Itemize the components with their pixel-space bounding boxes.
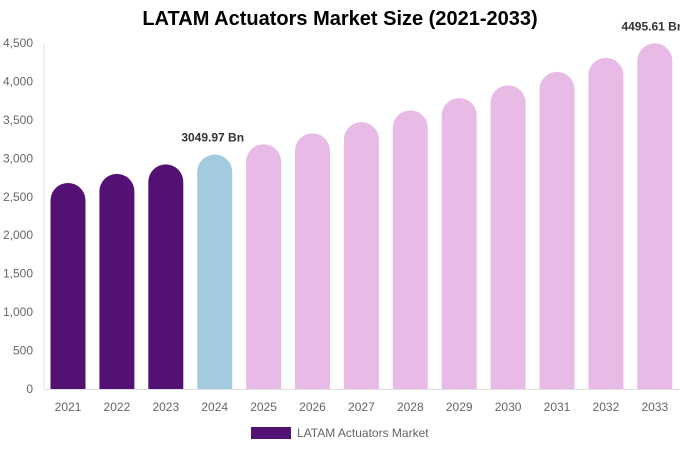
bar-2028: [392, 110, 428, 389]
x-tick-label: 2024: [201, 400, 228, 414]
chart-title: LATAM Actuators Market Size (2021-2033): [142, 8, 538, 30]
x-tick-label: 2026: [299, 400, 326, 414]
x-tick-label: 2032: [593, 400, 620, 414]
bar-2021: [50, 182, 86, 389]
bar-2030: [490, 85, 526, 390]
x-tick-label: 2031: [544, 400, 571, 414]
data-label-2024: 3049.97 Bn: [181, 130, 244, 144]
bar-2022: [99, 173, 135, 389]
bar-2026: [295, 133, 330, 389]
y-tick-label: 2,000: [3, 228, 33, 242]
y-tick-label: 3,500: [3, 113, 33, 127]
y-tick-label: 1,000: [3, 305, 33, 319]
y-tick-label: 3,000: [3, 151, 33, 165]
bar-2024: [197, 154, 233, 389]
legend-swatch: [251, 427, 291, 439]
bar-2025: [246, 144, 282, 389]
bar-2033: [637, 43, 673, 389]
x-tick-label: 2030: [495, 400, 522, 414]
bar-2032: [588, 57, 624, 389]
y-tick-label: 0: [26, 382, 33, 396]
bar-2023: [148, 164, 184, 389]
y-tick-label: 500: [13, 344, 33, 358]
data-label-2033: 4495.61 Bn: [621, 19, 680, 33]
x-tick-label: 2033: [641, 400, 668, 414]
x-tick-label: 2029: [446, 400, 473, 414]
bar-2027: [343, 122, 379, 390]
legend[interactable]: LATAM Actuators Market: [251, 426, 429, 440]
x-tick-label: 2021: [55, 400, 82, 414]
x-tick-label: 2028: [397, 400, 424, 414]
bar-2029: [441, 98, 477, 390]
y-tick-label: 1,500: [3, 267, 33, 281]
bar-chart: 0 500 1,000 1,500 2,000 2,500 3,000 3,500 4,000 4…: [3, 19, 680, 414]
x-tick-label: 2023: [152, 400, 179, 414]
bar-2031: [539, 71, 575, 389]
y-tick-label: 2,500: [3, 190, 33, 204]
x-tick-label: 2025: [250, 400, 277, 414]
y-tick-label: 4,500: [3, 36, 33, 50]
legend-label: LATAM Actuators Market: [297, 426, 429, 440]
x-tick-label: 2027: [348, 400, 375, 414]
x-tick-label: 2022: [104, 400, 131, 414]
y-tick-label: 4,000: [3, 74, 33, 88]
